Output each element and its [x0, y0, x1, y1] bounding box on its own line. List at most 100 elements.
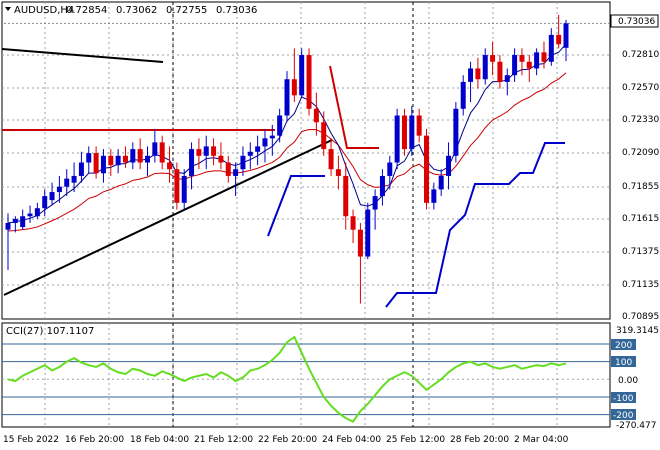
candle-body	[563, 23, 569, 48]
candle-body	[365, 209, 371, 257]
cci-level-label: -200	[613, 411, 634, 421]
ma-long-line	[7, 72, 567, 232]
cci-line	[7, 335, 567, 423]
price-tick: 0.71135	[622, 280, 659, 290]
candle-body	[86, 153, 92, 163]
candle-body	[548, 34, 554, 62]
candle-body	[255, 146, 261, 152]
price-tick: 0.72570	[622, 83, 659, 93]
time-tick: 18 Feb 04:00	[130, 435, 189, 445]
candle-body	[394, 115, 400, 163]
main-plot-frame	[1, 1, 611, 320]
candle-body	[159, 142, 165, 163]
candle-body	[534, 52, 540, 69]
cci-level-label: 100	[615, 358, 632, 368]
candle-body	[357, 229, 363, 257]
candle-body	[468, 68, 474, 82]
candle-body	[438, 175, 444, 190]
candles	[5, 14, 569, 304]
candle-body	[453, 108, 459, 156]
candle-body	[137, 149, 143, 163]
cci-level-tag	[611, 409, 636, 420]
candle-body	[34, 208, 40, 217]
resistance-step-line	[329, 65, 379, 149]
candle-body	[431, 189, 437, 203]
candle-body	[12, 218, 18, 223]
candle-body	[321, 122, 327, 150]
candle-body	[277, 115, 283, 136]
candle-body	[42, 196, 48, 209]
candle-body	[424, 135, 429, 203]
candle-body	[218, 155, 224, 163]
time-tick: 16 Feb 20:00	[65, 435, 124, 445]
cci-level-label: -100	[613, 394, 634, 404]
candle-body	[350, 216, 356, 230]
candle-body	[541, 52, 547, 62]
candle-body	[504, 75, 510, 82]
cci-indicator	[2, 335, 610, 423]
candle-body	[174, 169, 180, 203]
close-value: 0.73036	[216, 5, 257, 16]
candle-body	[203, 146, 209, 156]
cci-axis-min: -270.477	[616, 421, 656, 431]
candle-body	[78, 162, 84, 176]
candle-body	[284, 79, 290, 116]
time-tick: 22 Feb 20:00	[258, 435, 317, 445]
time-axis: 15 Feb 2022 16 Feb 20:00 18 Feb 04:00 21…	[3, 435, 569, 445]
candle-body	[93, 153, 99, 174]
symbol-label: AUDUSD,H4	[14, 5, 74, 16]
cci-level-tag	[611, 392, 636, 403]
time-tick: 25 Feb 12:00	[386, 435, 445, 445]
candle-body	[490, 55, 496, 62]
cci-level-label: 0.00	[618, 376, 638, 386]
candle-body	[27, 213, 33, 217]
candle-body	[313, 108, 319, 123]
candle-body	[460, 81, 466, 109]
candle-body	[497, 61, 503, 82]
candle-body	[401, 115, 407, 150]
candle-body	[211, 146, 217, 156]
cci-plot-frame	[1, 322, 611, 428]
current-price-label: 0.73036	[618, 17, 655, 27]
candle-body	[152, 142, 158, 156]
cci-label: CCI(27) 107.1107	[6, 326, 94, 337]
price-tick: 0.72330	[622, 115, 659, 125]
candle-body	[5, 222, 11, 230]
candle-body	[409, 115, 415, 150]
cci-axis-max: 319.3145	[616, 326, 659, 336]
candle-body	[416, 115, 422, 136]
candle-body	[247, 151, 253, 156]
price-tick: 0.71855	[622, 182, 659, 192]
candle-body	[556, 34, 562, 45]
candle-body	[291, 79, 297, 96]
candle-body	[387, 162, 393, 176]
candle-body	[306, 55, 312, 109]
candle-body	[379, 175, 385, 197]
time-tick: 21 Feb 12:00	[194, 435, 253, 445]
support-line-1	[267, 175, 325, 237]
candle-body	[372, 196, 378, 210]
rising-trendline	[3, 139, 333, 296]
candle-body	[56, 186, 62, 193]
candle-body	[482, 55, 488, 80]
candle-body	[145, 155, 150, 163]
candle-body	[240, 155, 246, 170]
candle-body	[122, 155, 128, 163]
candle-body	[130, 149, 136, 163]
cci-level-tag	[611, 339, 636, 350]
cci-level-tags: 200 100 0.00 -100 -200	[611, 339, 638, 421]
candle-body	[167, 162, 173, 170]
candle-body	[343, 175, 349, 217]
candle-body	[475, 68, 481, 80]
cci-level-tag	[611, 356, 636, 367]
dropdown-triangle-icon[interactable]	[5, 7, 11, 11]
candle-body	[189, 149, 195, 176]
price-axis: 0.72810 0.72570 0.72330 0.72090 0.71855 …	[610, 14, 659, 322]
price-tick: 0.71615	[622, 214, 659, 224]
candle-body	[100, 155, 106, 174]
time-tick: 2 Mar 04:00	[514, 435, 569, 445]
candle-body	[196, 149, 202, 156]
candle-body	[64, 178, 70, 187]
price-tick: 0.71375	[622, 247, 659, 257]
